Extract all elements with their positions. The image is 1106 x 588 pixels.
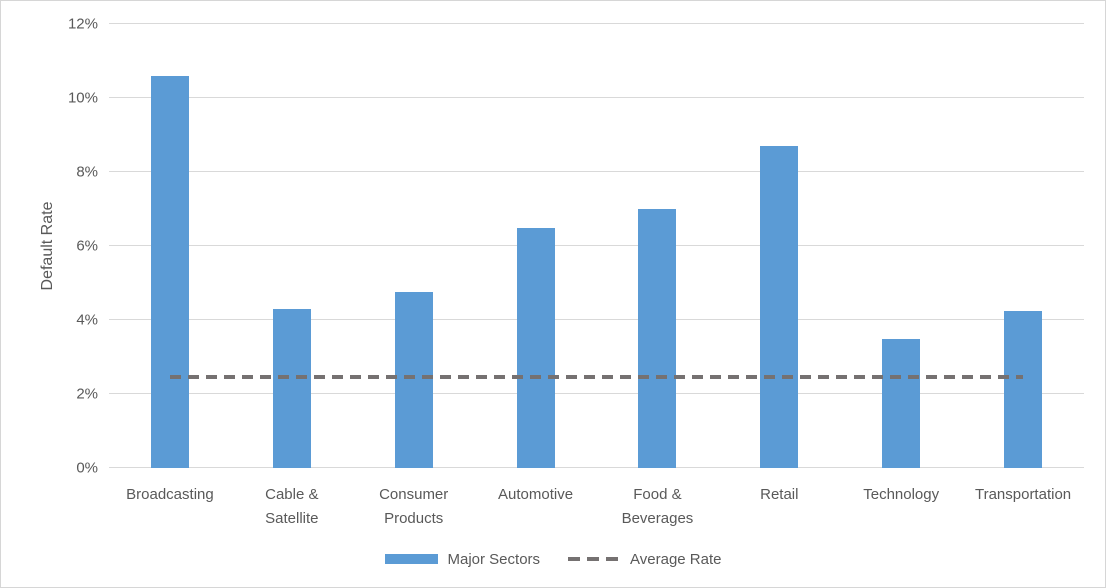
gridline	[109, 245, 1084, 246]
gridline	[109, 393, 1084, 395]
dash-swatch-icon	[568, 557, 621, 561]
x-category-label-technology: Technology	[863, 486, 940, 503]
gridline	[109, 23, 1084, 24]
y-axis: 0% 2% 4% 6% 8% 10% 12%	[1, 17, 98, 476]
bar-swatch-icon	[384, 554, 438, 564]
x-category-label-cable-satellite: Cable & Satellite	[265, 486, 319, 527]
x-category-label-retail: Retail	[760, 486, 799, 503]
y-tick-label: 10%	[67, 89, 98, 107]
y-tick-label: 6%	[76, 237, 98, 255]
x-category-label-food-beverages: Food & Beverages	[621, 486, 694, 527]
bar-consumer-products	[394, 292, 433, 468]
x-category-label-broadcasting: Broadcasting	[126, 486, 214, 503]
bar-food-beverages	[638, 209, 677, 468]
x-category-label-transportation: Transportation	[974, 486, 1072, 503]
plot-area	[109, 23, 1084, 468]
bar-cable-satellite	[272, 308, 311, 468]
y-tick-label: 8%	[76, 163, 98, 181]
x-axis-line	[109, 467, 1084, 468]
bar-automotive	[516, 227, 555, 468]
legend-label-major-sectors: Major Sectors	[447, 550, 541, 568]
bar-broadcasting	[150, 75, 189, 468]
y-tick-label: 0%	[76, 459, 98, 477]
gridline	[109, 319, 1084, 321]
y-tick-label: 12%	[67, 15, 98, 33]
bar-technology	[882, 338, 921, 468]
legend-item-major-sectors: Major Sectors	[384, 550, 541, 568]
bar-retail	[760, 146, 799, 468]
y-tick-label: 2%	[76, 385, 98, 403]
x-axis-labels: Broadcasting Cable & Satellite Consumer Pr…	[109, 483, 1084, 539]
average-rate-line	[169, 375, 1024, 380]
x-category-label-automotive: Automotive	[498, 486, 574, 503]
y-tick-label: 4%	[76, 311, 98, 329]
gridline	[109, 97, 1084, 98]
legend-item-average-rate: Average Rate	[568, 551, 721, 568]
bar-transportation	[1004, 310, 1043, 468]
x-category-label-consumer-products: Consumer Products	[379, 486, 449, 527]
legend-label-average-rate: Average Rate	[630, 550, 722, 568]
legend: Major Sectors Average Rate	[1, 546, 1105, 572]
gridline	[109, 171, 1084, 173]
